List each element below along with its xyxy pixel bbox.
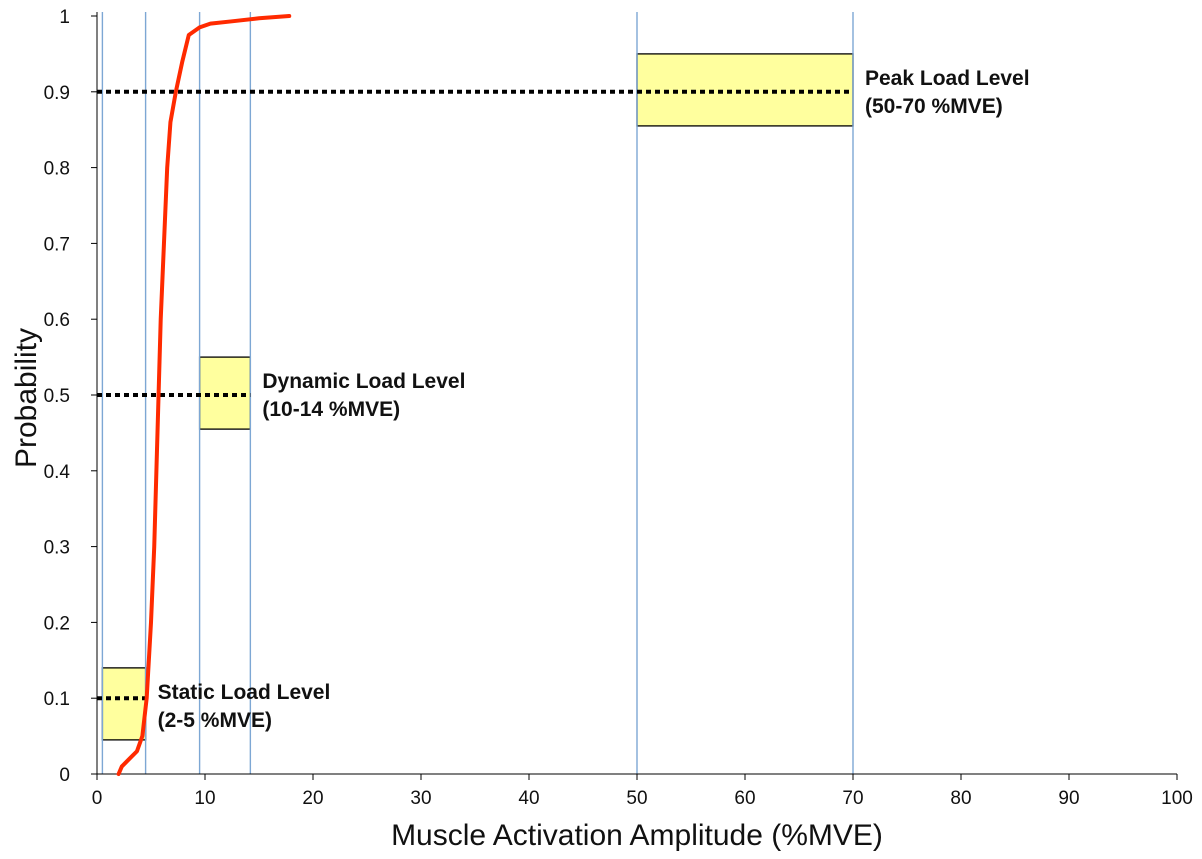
region-label-line2-1: (10-14 %MVE)	[262, 398, 400, 421]
y-tick-label-1: 0.1	[44, 689, 70, 710]
x-tick-label-2: 20	[302, 788, 323, 809]
y-tick-label-3: 0.3	[44, 538, 70, 559]
region-label-line2-2: (50-70 %MVE)	[865, 95, 1003, 118]
load-region-box-0	[101, 667, 147, 741]
x-tick-label-1: 10	[194, 788, 215, 809]
x-tick-label-8: 80	[950, 788, 971, 809]
region-label-line2-0: (2-5 %MVE)	[158, 709, 272, 732]
region-label-line1-0: Static Load Level	[158, 681, 331, 704]
region-label-line1-1: Dynamic Load Level	[262, 370, 465, 393]
y-tick-label-5: 0.5	[44, 386, 70, 407]
x-tick-label-0: 0	[92, 788, 103, 809]
y-tick-label-6: 0.6	[44, 310, 70, 331]
x-tick-label-6: 60	[734, 788, 755, 809]
x-tick-label-9: 90	[1058, 788, 1079, 809]
y-tick-label-0: 0	[59, 765, 70, 786]
y-tick-label-9: 0.9	[44, 83, 70, 104]
y-tick-label-10: 1	[59, 7, 70, 28]
x-axis-title: Muscle Activation Amplitude (%MVE)	[391, 819, 883, 852]
region-label-line1-2: Peak Load Level	[865, 67, 1030, 90]
y-tick-label-8: 0.8	[44, 159, 70, 180]
cumulative-probability-curve	[116, 14, 292, 776]
y-tick-label-2: 0.2	[44, 613, 70, 634]
x-tick-label-4: 40	[518, 788, 539, 809]
y-tick-label-4: 0.4	[44, 462, 71, 483]
x-tick-label-7: 70	[842, 788, 863, 809]
y-tick-label-7: 0.7	[44, 234, 70, 255]
x-tick-label-5: 50	[626, 788, 647, 809]
y-axis-title: Probability	[10, 328, 43, 468]
x-tick-label-10: 100	[1161, 788, 1193, 809]
x-tick-label-3: 30	[410, 788, 431, 809]
